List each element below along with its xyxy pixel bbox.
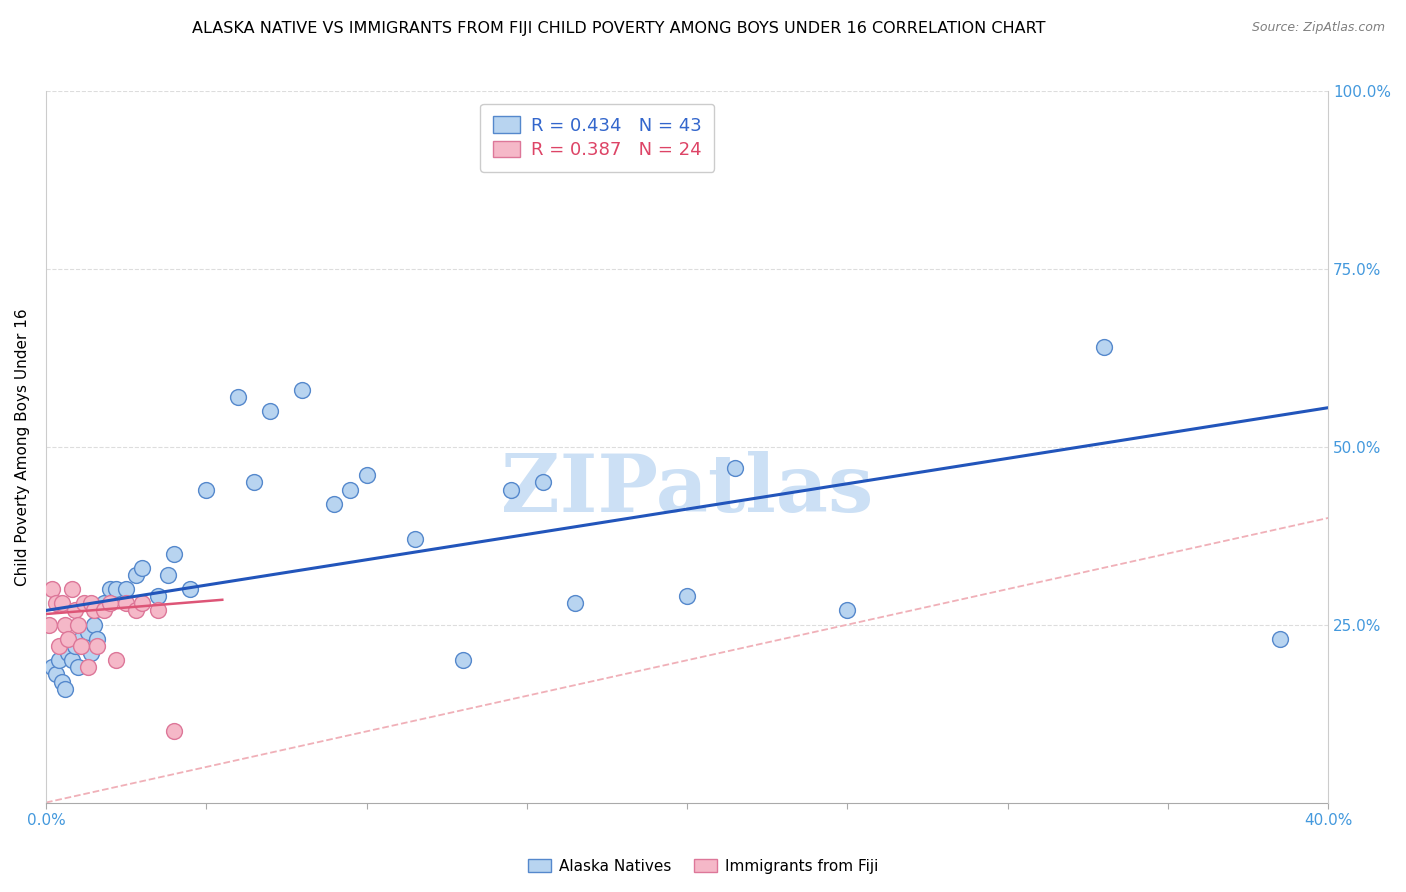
Point [66,660,89,674]
Point [676,589,699,603]
Point [226,390,249,404]
Point [125,603,148,617]
Point [41,582,63,596]
Point [115,582,138,596]
Point [80,646,103,660]
Text: Source: ZipAtlas.com: Source: ZipAtlas.com [1251,21,1385,34]
Point [70,632,93,646]
Point [451,653,474,667]
Point [499,483,522,497]
Point [41,660,63,674]
Point [259,404,281,418]
Point [115,596,138,610]
Point [83,603,105,617]
Point [1092,340,1115,354]
Point [98,596,121,610]
Point [86,632,108,646]
Point [404,533,426,547]
Point [125,567,148,582]
Point [45,667,67,681]
Point [83,617,105,632]
Point [73,639,96,653]
Point [73,596,96,610]
Point [131,561,153,575]
Point [291,383,314,397]
Point [53,617,76,632]
Point [63,639,86,653]
Y-axis label: Child Poverty Among Boys Under 16: Child Poverty Among Boys Under 16 [15,308,30,586]
Point [48,653,70,667]
Point [1268,632,1291,646]
Point [86,639,108,653]
Point [243,475,266,490]
Point [51,596,73,610]
Point [323,497,346,511]
Point [76,624,98,639]
Point [51,674,73,689]
Point [195,483,218,497]
Point [163,547,186,561]
Point [93,603,115,617]
Point [60,582,83,596]
Text: ALASKA NATIVE VS IMMIGRANTS FROM FIJI CHILD POVERTY AMONG BOYS UNDER 16 CORRELAT: ALASKA NATIVE VS IMMIGRANTS FROM FIJI CH… [191,21,1046,36]
Point [80,596,103,610]
Point [93,596,115,610]
Point [60,653,83,667]
Point [63,603,86,617]
Point [339,483,361,497]
Point [53,681,76,696]
Point [48,639,70,653]
Point [156,567,179,582]
Point [356,468,378,483]
Legend: R = 0.434   N = 43, R = 0.387   N = 24: R = 0.434 N = 43, R = 0.387 N = 24 [481,103,714,172]
Point [724,461,747,475]
Point [564,596,586,610]
Point [131,596,153,610]
Point [146,603,169,617]
Point [105,653,128,667]
Point [66,617,89,632]
Point [146,589,169,603]
Point [45,596,67,610]
Point [58,646,80,660]
Point [179,582,201,596]
Point [98,582,121,596]
Point [38,617,60,632]
Point [76,660,98,674]
Point [531,475,554,490]
Point [58,632,80,646]
Point [837,603,859,617]
Legend: Alaska Natives, Immigrants from Fiji: Alaska Natives, Immigrants from Fiji [522,853,884,880]
Point [163,724,186,739]
Text: ZIPatlas: ZIPatlas [501,450,873,529]
Point [70,639,93,653]
Point [105,582,128,596]
